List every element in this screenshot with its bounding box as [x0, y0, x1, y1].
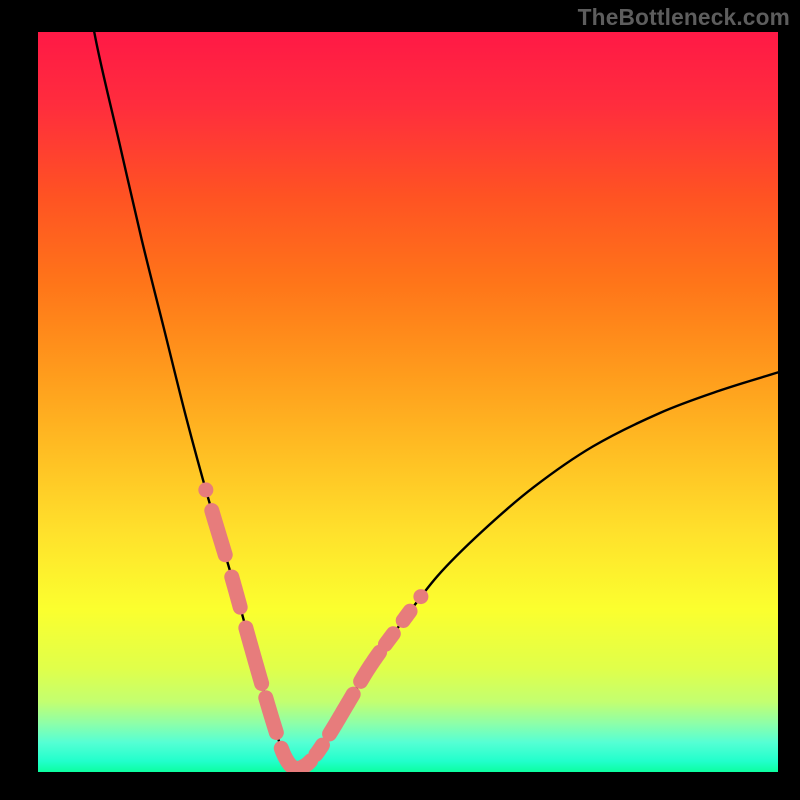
marker-pill: [385, 634, 393, 645]
gradient-background: [38, 32, 778, 772]
marker-pill: [316, 745, 323, 754]
marker-dot: [198, 482, 213, 497]
marker-dot: [413, 589, 428, 604]
watermark-text: TheBottleneck.com: [578, 4, 790, 31]
marker-pill: [232, 577, 240, 607]
bottleneck-chart: [38, 32, 778, 772]
marker-pill: [266, 698, 277, 733]
marker-pill: [403, 611, 410, 620]
